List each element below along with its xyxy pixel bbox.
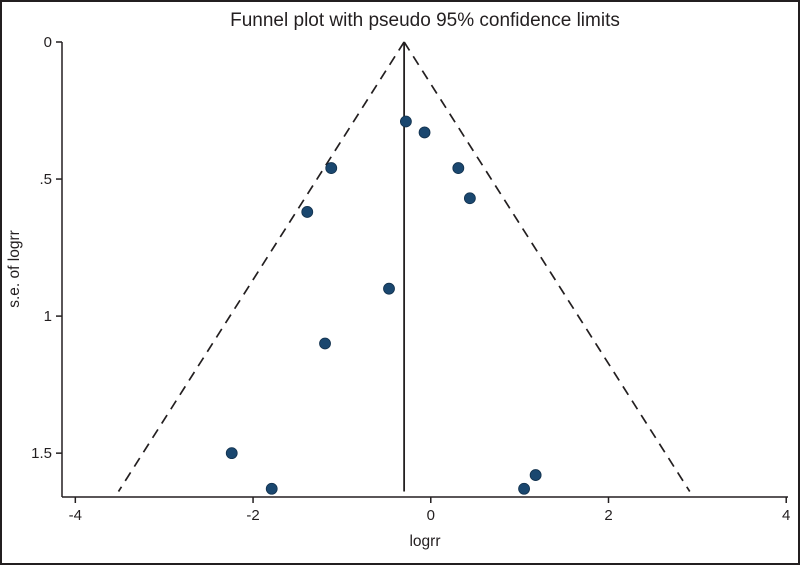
x-axis-ticks: -4 -2 0 2 4 <box>69 497 790 524</box>
study-data-point <box>529 469 542 481</box>
study-data-point <box>399 115 412 128</box>
study-data-point <box>225 447 238 460</box>
study-data-point <box>383 282 395 295</box>
axes <box>61 42 788 498</box>
pseudo-confidence-limits <box>117 41 691 492</box>
y-axis-label: s.e. of logrr <box>6 230 23 308</box>
study-data-point <box>265 482 278 495</box>
y-axis-ticks: 0 .5 1 1.5 <box>31 34 62 462</box>
y-tick-label: .5 <box>39 171 52 188</box>
x-tick-label: 2 <box>604 507 612 524</box>
study-data-point <box>452 162 465 174</box>
right-confidence-limit-line <box>403 41 691 492</box>
study-data-point <box>518 482 530 495</box>
study-data-point <box>319 337 331 350</box>
chart-title: Funnel plot with pseudo 95% confidence l… <box>230 10 620 31</box>
x-tick-label: 0 <box>427 507 435 524</box>
y-tick-label: 0 <box>44 34 52 51</box>
study-data-point <box>463 192 476 205</box>
scatter-points <box>225 115 542 495</box>
y-tick-label: 1 <box>44 308 52 325</box>
x-axis-label: logrr <box>409 533 440 550</box>
study-data-point <box>301 206 314 218</box>
y-tick-label: 1.5 <box>31 445 52 462</box>
left-confidence-limit-line <box>117 41 405 492</box>
x-tick-label: -2 <box>246 507 259 524</box>
x-tick-label: -4 <box>69 507 82 524</box>
study-data-point <box>418 126 431 139</box>
study-data-point <box>325 162 338 174</box>
x-tick-label: 4 <box>782 507 790 524</box>
